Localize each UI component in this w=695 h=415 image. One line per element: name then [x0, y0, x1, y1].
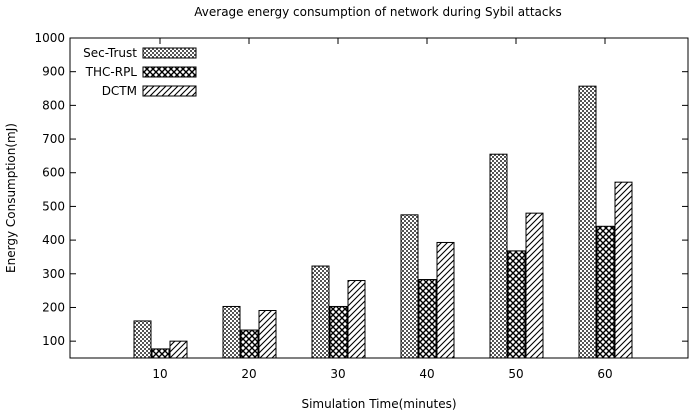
x-tick-label: 10	[152, 367, 167, 381]
plot-frame	[69, 37, 689, 359]
legend-swatch	[142, 47, 197, 59]
y-tick-label: 1000	[34, 31, 65, 45]
x-tick-label: 50	[508, 367, 523, 381]
bars	[133, 85, 633, 359]
bar-dctm	[436, 241, 455, 359]
bar-sec-trust	[311, 265, 330, 359]
bar-sec-trust	[222, 305, 241, 359]
bar-thc-rpl	[418, 279, 437, 359]
y-tick-label: 300	[42, 267, 65, 281]
bar-dctm	[169, 340, 188, 359]
bar-sec-trust	[578, 85, 597, 359]
y-tick-label: 400	[42, 233, 65, 247]
legend-swatch	[142, 85, 197, 97]
bar-dctm	[347, 280, 366, 359]
bar-dctm	[258, 310, 277, 359]
y-tick-label: 800	[42, 98, 65, 112]
x-tick-label: 20	[241, 367, 256, 381]
legend-swatch	[142, 66, 197, 78]
x-axis: 10 20 30 40 50 60	[152, 38, 613, 381]
legend-label: THC-RPL	[85, 65, 138, 79]
bar-dctm	[614, 181, 633, 359]
y-axis-label: Energy Consumption(mJ)	[4, 123, 18, 273]
x-axis-label: Simulation Time(minutes)	[301, 397, 456, 411]
y-tick-label: 100	[42, 334, 65, 348]
legend-label: Sec-Trust	[83, 46, 137, 60]
x-tick-label: 30	[330, 367, 345, 381]
y-tick-label: 600	[42, 166, 65, 180]
bar-thc-rpl	[596, 225, 615, 359]
y-axis: 100 200 300 400 500 600 700 800 900 1000	[34, 31, 688, 348]
bar-sec-trust	[489, 153, 508, 359]
bar-thc-rpl	[151, 348, 170, 359]
bar-sec-trust	[133, 320, 152, 359]
bar-dctm	[525, 212, 544, 359]
y-tick-label: 200	[42, 300, 65, 314]
chart-title: Average energy consumption of network du…	[194, 5, 561, 19]
x-tick-label: 40	[419, 367, 434, 381]
y-tick-label: 700	[42, 132, 65, 146]
bar-thc-rpl	[240, 329, 259, 359]
legend-label: DCTM	[102, 84, 137, 98]
bar-thc-rpl	[329, 305, 348, 359]
y-tick-label: 900	[42, 65, 65, 79]
x-tick-label: 60	[597, 367, 612, 381]
legend: Sec-Trust THC-RPL DCTM	[83, 46, 197, 98]
bar-sec-trust	[400, 214, 419, 359]
y-tick-label: 500	[42, 199, 65, 213]
bar-thc-rpl	[507, 250, 526, 359]
